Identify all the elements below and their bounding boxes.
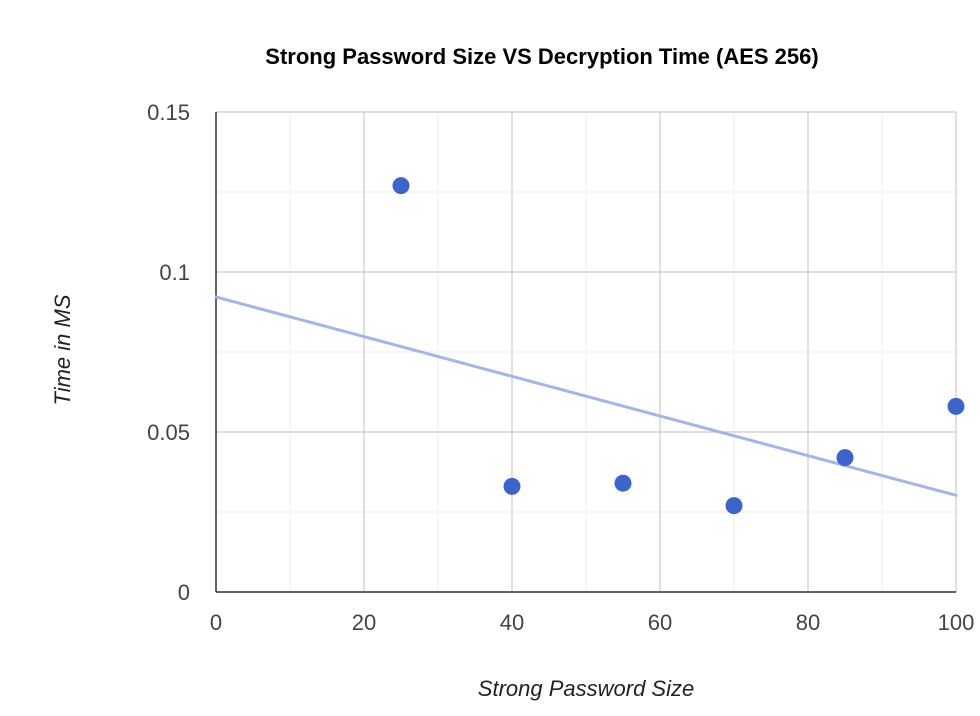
x-tick-label: 80	[796, 610, 820, 635]
trendline-layer	[214, 295, 958, 497]
y-tick-label: 0.05	[147, 420, 190, 445]
x-tick-label: 20	[352, 610, 376, 635]
x-axis-title: Strong Password Size	[478, 676, 694, 701]
y-tick-labels: 0 0.05 0.1 0.15	[147, 100, 190, 605]
x-tick-label: 40	[500, 610, 524, 635]
x-tick-label: 0	[210, 610, 222, 635]
trendline	[214, 295, 958, 497]
data-point	[836, 449, 854, 467]
data-point	[392, 177, 410, 195]
y-tick-label: 0	[178, 580, 190, 605]
y-tick-label: 0.1	[159, 260, 190, 285]
data-point	[725, 497, 743, 515]
axes	[215, 112, 956, 593]
minor-gridlines	[216, 112, 956, 592]
x-tick-labels: 0 20 40 60 80 100	[210, 610, 974, 635]
y-axis-title: Time in MS	[50, 294, 75, 405]
data-points	[392, 177, 965, 515]
x-tick-label: 100	[938, 610, 975, 635]
chart-title: Strong Password Size VS Decryption Time …	[265, 44, 818, 69]
x-tick-label: 60	[648, 610, 672, 635]
data-point	[947, 397, 965, 415]
data-point	[614, 474, 632, 492]
y-tick-label: 0.15	[147, 100, 190, 125]
data-point	[503, 477, 521, 495]
